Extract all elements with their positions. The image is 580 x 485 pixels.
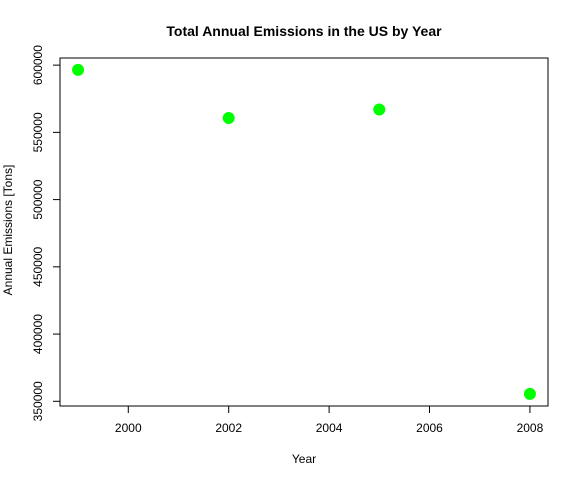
y-axis-label: Annual Emissions [Tons]: [1, 165, 15, 296]
y-tick-label: 350000: [31, 381, 45, 421]
data-point: [72, 63, 85, 76]
x-axis: 2000 2002 2004 2006 2008: [115, 405, 544, 435]
x-tick-label: 2008: [517, 421, 544, 435]
x-tick-label: 2000: [115, 421, 142, 435]
y-tick-label: 400000: [31, 314, 45, 354]
y-tick-label: 600000: [31, 45, 45, 85]
x-axis-label: Year: [292, 452, 316, 466]
y-tick-label: 450000: [31, 246, 45, 286]
y-tick-label: 550000: [31, 112, 45, 152]
data-point: [373, 103, 386, 116]
data-points: [72, 63, 536, 400]
x-tick-label: 2004: [316, 421, 343, 435]
y-tick-label: 500000: [31, 179, 45, 219]
y-axis: 350000 400000 450000 500000 550000 600000: [31, 45, 61, 421]
plot-frame: [59, 57, 549, 407]
chart-title: Total Annual Emissions in the US by Year: [166, 23, 442, 39]
x-tick-label: 2006: [416, 421, 443, 435]
x-tick-label: 2002: [215, 421, 242, 435]
data-point: [523, 387, 536, 400]
data-point: [222, 111, 235, 124]
